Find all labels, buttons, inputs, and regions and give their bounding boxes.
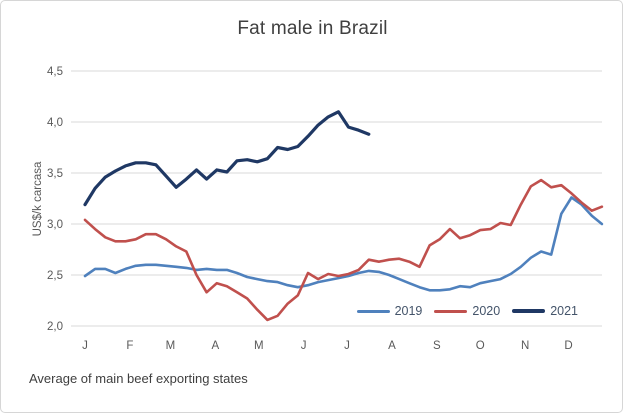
legend-item-2021: 2021: [512, 304, 578, 318]
legend-swatch-2021: [512, 309, 546, 313]
chart-title: Fat male in Brazil: [237, 18, 388, 39]
x-tick-label: F: [126, 340, 133, 352]
x-tick-label: O: [476, 340, 485, 352]
legend-swatch-2020: [434, 309, 468, 313]
x-tick-label: J: [301, 340, 307, 352]
y-tick-label: 2,0: [47, 321, 63, 333]
series-line-2020: [83, 178, 604, 322]
y-tick-label: 4,5: [47, 66, 63, 78]
legend-label-2021: 2021: [550, 304, 578, 318]
y-tick-label: 2,5: [47, 270, 63, 282]
chart-footnote: Average of main beef exporting states: [29, 371, 248, 386]
gridlines: [71, 70, 602, 327]
x-tick-label: A: [388, 340, 396, 352]
legend-label-2019: 2019: [394, 304, 423, 318]
x-tick-label: J: [82, 340, 88, 352]
x-tick-label: M: [166, 340, 176, 352]
legend-item-2019: 2019: [356, 304, 423, 318]
series-line-2021: [83, 110, 371, 207]
y-tick-label: 3,5: [47, 168, 63, 180]
y-tick-label: 3,0: [47, 219, 63, 231]
x-tick-label: J: [344, 340, 350, 352]
series-lines: [83, 110, 604, 322]
x-tick-label: D: [564, 340, 572, 352]
x-tick-label: A: [211, 340, 219, 352]
legend-item-2020: 2020: [434, 304, 500, 318]
y-tick-label: 4,0: [47, 117, 63, 129]
legend-label-2020: 2020: [472, 304, 501, 318]
x-tick-label: S: [433, 340, 441, 352]
legend-swatch-2019: [356, 309, 390, 313]
legend: 2019 2020 2021: [356, 304, 578, 318]
x-tick-label: M: [254, 340, 264, 352]
y-axis-tick-labels: 2,0 2,5 3,0 3,5 4,0 4,5: [47, 66, 63, 333]
series-line-2019: [83, 196, 604, 292]
x-tick-label: N: [521, 340, 529, 352]
